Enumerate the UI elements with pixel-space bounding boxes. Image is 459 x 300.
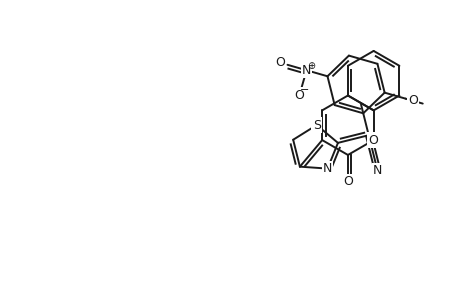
Text: N: N (372, 164, 381, 177)
Text: O: O (368, 134, 378, 147)
Text: N: N (301, 64, 311, 77)
Text: S: S (312, 118, 320, 131)
Text: ⊕: ⊕ (307, 61, 315, 71)
Text: O: O (342, 175, 352, 188)
Text: −: − (299, 85, 308, 95)
Text: O: O (408, 94, 417, 107)
Text: O: O (294, 88, 304, 101)
Text: O: O (274, 56, 284, 69)
Text: N: N (322, 162, 331, 175)
